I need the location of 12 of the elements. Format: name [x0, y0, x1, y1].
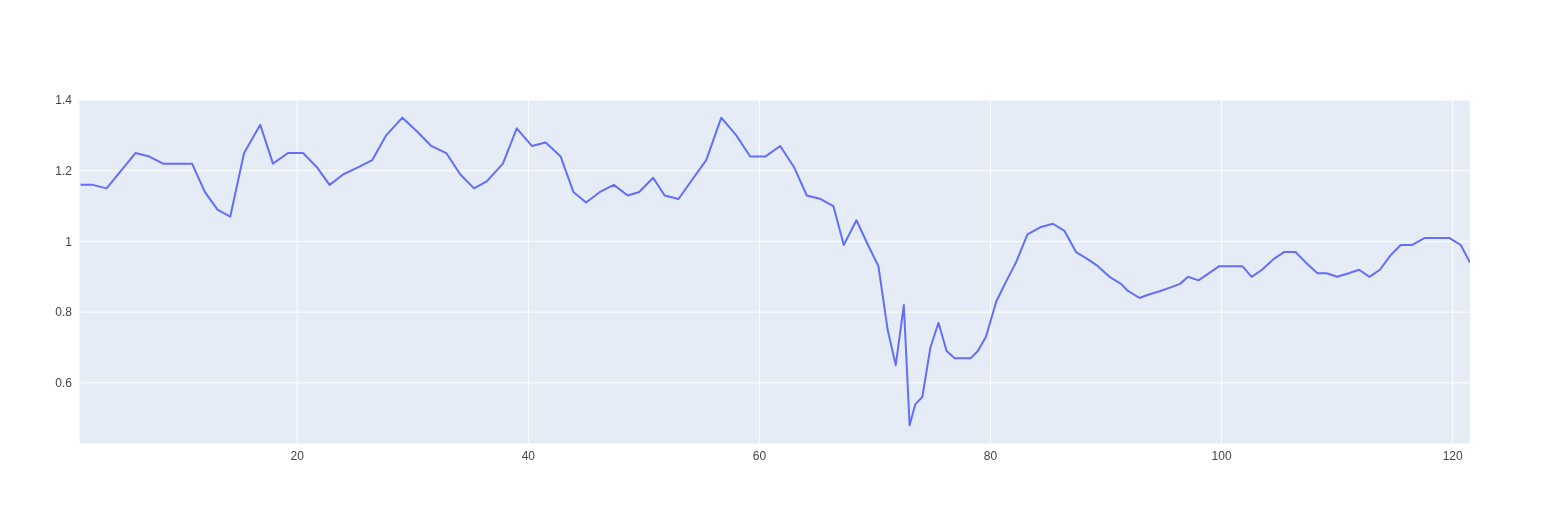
y-tick-label: 1.2 — [55, 163, 73, 178]
y-tick-label: 1 — [65, 234, 73, 249]
x-tick-label: 80 — [983, 448, 998, 463]
x-tick-label: 120 — [1442, 448, 1463, 463]
line-series — [80, 116, 1470, 427]
y-tick-label: 1.4 — [55, 93, 73, 108]
x-tick-label: 60 — [752, 448, 767, 463]
y-tick-label: 0.6 — [55, 376, 73, 391]
x-tick-label: 20 — [290, 448, 305, 463]
x-tick-label: 100 — [1211, 448, 1232, 463]
x-tick-label: 40 — [521, 448, 536, 463]
y-tick-label: 0.8 — [55, 305, 73, 320]
